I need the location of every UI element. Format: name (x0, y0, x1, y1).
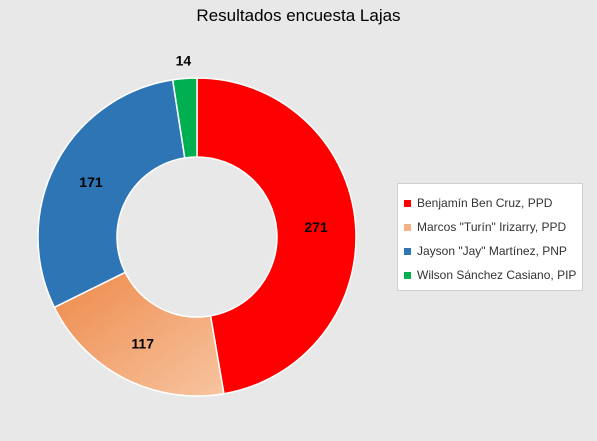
donut-slices (37, 77, 357, 397)
legend-item-benjamin-ben-cruz-ppd: Benjamín Ben Cruz, PPD (404, 191, 582, 215)
slice-jayson-jay-martinez-pnp (37, 79, 186, 309)
legend: Benjamín Ben Cruz, PPD Marcos "Turín" Iri… (397, 183, 583, 291)
legend-item-jayson-jay-martinez-pnp: Jayson "Jay" Martínez, PNP (404, 239, 582, 263)
legend-label: Benjamín Ben Cruz, PPD (417, 196, 553, 210)
data-label-marcos-turin-irizarry-ppd: 117 (131, 335, 154, 351)
legend-item-wilson-sanchez-casiano-pip: Wilson Sánchez Casiano, PIP (404, 263, 582, 287)
slice-benjamin-ben-cruz-ppd (196, 77, 357, 395)
legend-item-marcos-turin-irizarry-ppd: Marcos "Turín" Irizarry, PPD (404, 215, 582, 239)
legend-swatch (404, 247, 411, 255)
legend-swatch (404, 223, 411, 231)
chart-title: Resultados encuesta Lajas (196, 6, 401, 25)
legend-swatch (404, 271, 411, 279)
legend-swatch (404, 199, 411, 207)
data-labels: 271 117 171 14 (79, 53, 328, 352)
data-label-wilson-sanchez-casiano-pip: 14 (176, 53, 192, 69)
legend-label: Wilson Sánchez Casiano, PIP (417, 268, 577, 282)
slice-wilson-sanchez-casiano-pip (171, 77, 198, 159)
legend-label: Jayson "Jay" Martínez, PNP (417, 244, 567, 258)
slice-marcos-turin-irizarry-ppd (53, 271, 225, 397)
legend-label: Marcos "Turín" Irizarry, PPD (417, 220, 567, 234)
data-label-jayson-jay-martinez-pnp: 171 (79, 174, 103, 190)
data-label-benjamin-ben-cruz-ppd: 271 (304, 219, 328, 235)
